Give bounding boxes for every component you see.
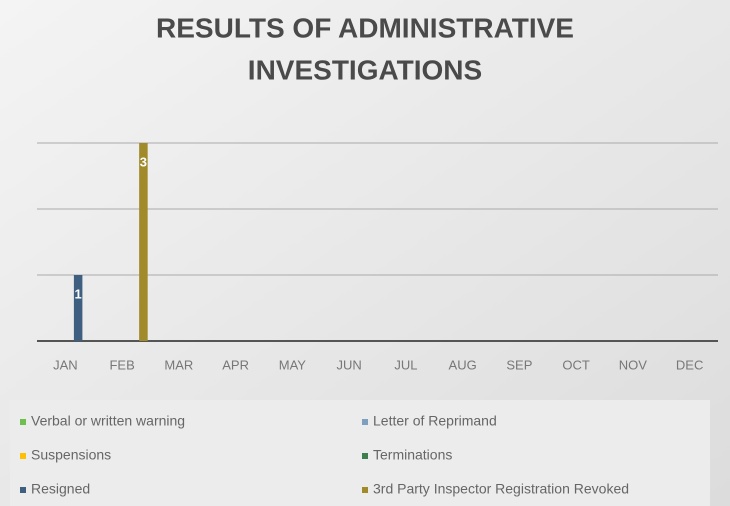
x-tick-label: NOV [619,357,648,372]
bar [139,143,148,341]
bar [73,275,83,341]
legend-label: 3rd Party Inspector Registration Revoked [373,481,629,497]
legend-label: Verbal or written warning [31,413,185,429]
x-tick-label: JAN [53,357,78,372]
x-tick-label: JUN [336,357,361,372]
legend-box [10,400,710,506]
legend-label: Terminations [373,447,452,463]
legend-swatch [362,453,368,459]
legend-swatch [362,419,368,425]
legend-label: Letter of Reprimand [373,413,497,429]
legend-label: Resigned [31,481,90,497]
legend-swatch [362,487,368,493]
x-tick-label: MAR [164,357,193,372]
legend-swatch [20,419,26,425]
data-label: 1 [75,286,82,301]
data-label: 3 [140,154,147,169]
legend-label: Suspensions [31,447,111,463]
x-tick-label: APR [222,357,249,372]
x-tick-label: JUL [394,357,417,372]
x-tick-label: AUG [449,357,477,372]
legend-swatch [20,487,26,493]
x-tick-label: OCT [562,357,590,372]
x-tick-label: FEB [109,357,134,372]
x-tick-label: DEC [676,357,703,372]
chart-title: RESULTS OF ADMINISTRATIVE [156,12,574,43]
x-tick-label: MAY [279,357,307,372]
x-tick-label: SEP [506,357,532,372]
chart-title: INVESTIGATIONS [248,54,482,85]
legend-swatch [20,453,26,459]
